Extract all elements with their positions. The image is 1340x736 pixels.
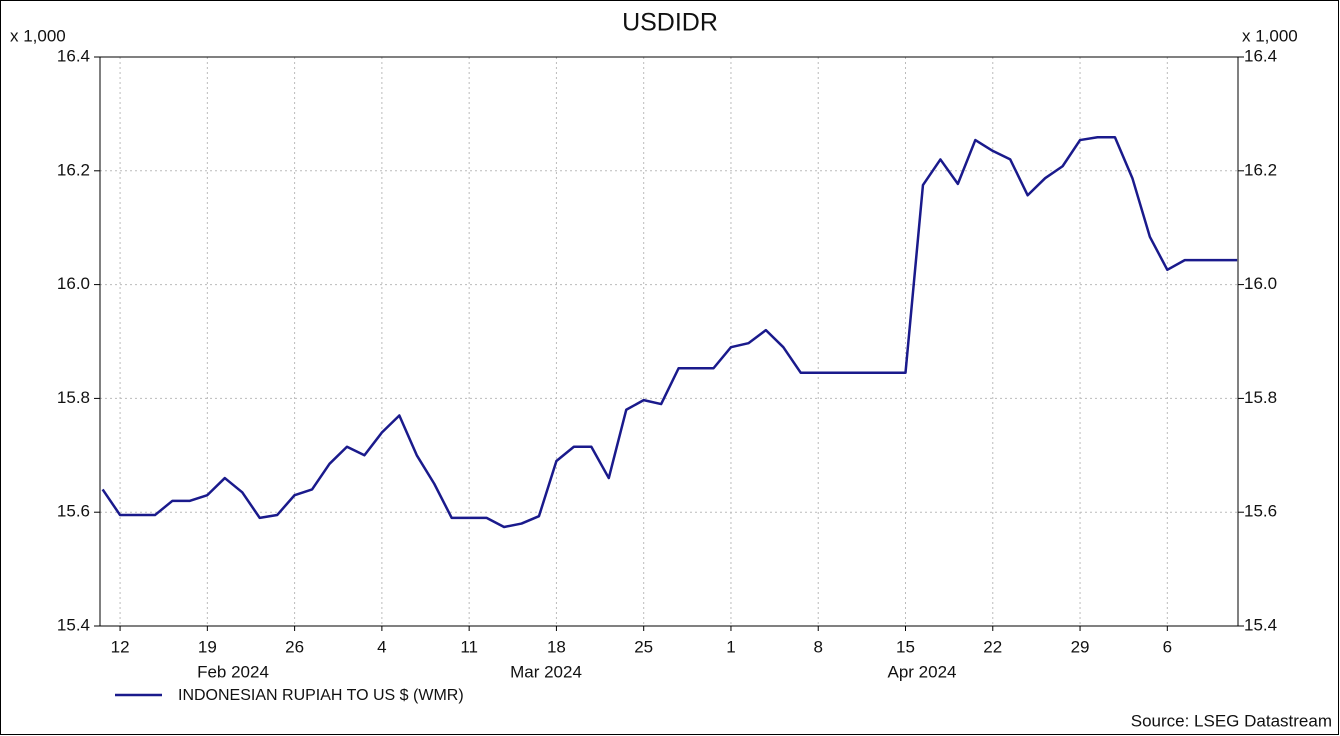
- x-tick-label: 22: [983, 637, 1002, 656]
- month-label: Apr 2024: [888, 662, 957, 681]
- month-label: Feb 2024: [197, 662, 269, 681]
- y-tick-label: 16.2: [57, 160, 90, 179]
- y2-tick-label: 15.6: [1244, 502, 1277, 521]
- x-tick-label: 25: [634, 637, 653, 656]
- chart-title: USDIDR: [622, 9, 718, 37]
- series-line: [101, 135, 1238, 529]
- x-tick-label: 4: [377, 637, 386, 656]
- x-tick-label: 26: [285, 637, 304, 656]
- x-tick-label: 18: [547, 637, 566, 656]
- x-tick-label: 8: [813, 637, 822, 656]
- y2-tick-label: 16.0: [1244, 274, 1277, 293]
- y2-tick-label: 16.2: [1244, 160, 1277, 179]
- y-tick-label: 15.8: [57, 388, 90, 407]
- x-tick-label: 6: [1163, 637, 1172, 656]
- y-unit-label: x 1,000: [10, 26, 66, 45]
- y-tick-label: 16.0: [57, 274, 90, 293]
- y-tick-label: 16.4: [57, 46, 90, 65]
- x-tick-label: 29: [1071, 637, 1090, 656]
- y2-tick-label: 15.8: [1244, 388, 1277, 407]
- legend-label: INDONESIAN RUPIAH TO US $ (WMR): [178, 687, 464, 704]
- x-tick-label: 1: [726, 637, 735, 656]
- x-tick-label: 12: [111, 637, 130, 656]
- x-tick-label: 19: [198, 637, 217, 656]
- month-label: Mar 2024: [510, 662, 582, 681]
- source: Source: LSEG Datastream: [1131, 711, 1332, 730]
- plot-frame: [99, 56, 1239, 627]
- x-tick-label: 15: [896, 637, 915, 656]
- y-tick-label: 15.6: [57, 502, 90, 521]
- y-tick-label: 15.4: [57, 615, 90, 634]
- y2-unit-label: x 1,000: [1242, 26, 1298, 45]
- x-tick-label: 11: [460, 637, 478, 656]
- y2-tick-label: 16.4: [1244, 46, 1277, 65]
- y2-tick-label: 15.4: [1244, 615, 1277, 634]
